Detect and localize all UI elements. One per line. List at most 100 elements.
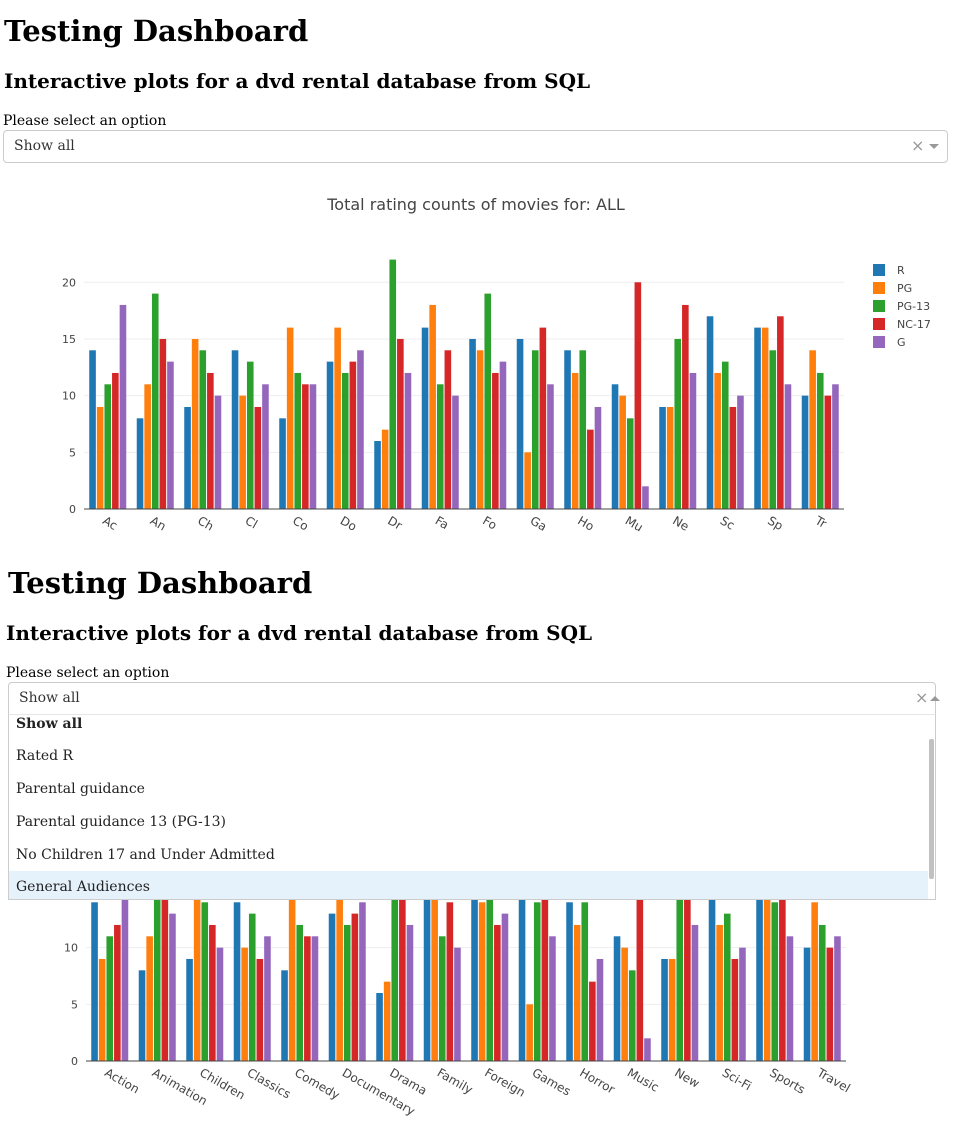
bar-g: [834, 936, 841, 1061]
x-tick-label: Ac: [100, 513, 120, 532]
x-tick-label: Fa: [433, 513, 451, 532]
x-tick-label: Sports: [767, 1065, 807, 1096]
x-tick-label: Comedy: [292, 1065, 342, 1102]
bar-r: [91, 902, 98, 1061]
bar-pg: [811, 902, 818, 1061]
select-option-nc17[interactable]: No Children 17 and Under Admitted: [16, 847, 275, 863]
bar-g: [406, 924, 414, 1061]
select-dropdown-menu[interactable]: Show all Rated R Parental guidance Paren…: [8, 714, 936, 900]
bar-nc-17: [779, 900, 786, 1061]
legend-label: G: [897, 336, 906, 349]
bar-pg-13: [581, 902, 589, 1061]
bar-pg: [381, 429, 389, 509]
bar-g: [689, 372, 697, 509]
clear-x-icon[interactable]: ×: [915, 688, 929, 707]
legend-swatch: [873, 264, 885, 276]
bar-pg-13: [104, 384, 112, 509]
page-title: Testing Dashboard: [8, 566, 313, 600]
bar-r: [469, 338, 476, 509]
x-tick-label: Ch: [195, 513, 216, 533]
page-subtitle: Interactive plots for a dvd rental datab…: [4, 69, 591, 93]
bar-nc-17: [826, 947, 834, 1061]
bar-pg-13: [438, 936, 446, 1061]
bar-g: [737, 395, 744, 509]
bar-r: [516, 338, 524, 509]
x-tick-label: Sc: [718, 513, 737, 532]
bar-pg-13: [201, 902, 209, 1061]
bar-r: [374, 440, 381, 509]
clear-x-icon[interactable]: ×: [911, 136, 925, 155]
y-tick-label: 10: [64, 942, 78, 955]
bar-g: [832, 384, 839, 509]
x-tick-label: An: [148, 513, 169, 533]
page-subtitle: Interactive plots for a dvd rental datab…: [6, 621, 593, 645]
select-option-parental-guidance[interactable]: Parental guidance: [16, 781, 145, 797]
bar-r: [233, 902, 241, 1061]
rating-bar-chart: 05101520ActionAnimationChildrenClassicsC…: [64, 828, 853, 1118]
legend-label: NC-17: [897, 318, 931, 331]
bar-pg-13: [531, 350, 539, 509]
x-tick-label: Sci-Fi: [720, 1065, 754, 1093]
bar-pg-13: [674, 338, 682, 509]
bar-nc-17: [634, 282, 642, 509]
bar-g: [549, 936, 556, 1061]
select-option-pg13[interactable]: Parental guidance 13 (PG-13): [16, 814, 226, 830]
bar-r: [89, 350, 96, 509]
bar-g: [642, 486, 649, 509]
bar-pg-13: [436, 384, 444, 509]
x-tick-label: Family: [435, 1065, 475, 1096]
bar-g: [501, 913, 509, 1061]
bar-nc-17: [254, 406, 262, 509]
bar-nc-17: [731, 958, 739, 1061]
select-option-general-audiences[interactable]: General Audiences: [9, 871, 930, 899]
chevron-down-icon[interactable]: [929, 144, 939, 149]
bar-pg-13: [771, 902, 779, 1061]
bar-r: [611, 384, 619, 509]
bar-pg-13: [343, 924, 351, 1061]
x-tick-label: Action: [102, 1065, 142, 1096]
bar-g: [691, 924, 699, 1061]
x-tick-label: Co: [290, 513, 311, 533]
x-tick-label: Horror: [577, 1065, 617, 1096]
bar-pg-13: [294, 372, 302, 509]
scrollbar-thumb[interactable]: [929, 739, 934, 879]
legend-swatch: [873, 318, 885, 330]
bar-pg-13: [106, 936, 114, 1061]
rating-select[interactable]: Show all ×: [8, 682, 940, 715]
bar-g: [214, 395, 222, 509]
legend-label: PG-13: [897, 300, 930, 313]
bar-pg: [763, 900, 771, 1061]
bar-nc-17: [112, 372, 119, 509]
bar-g: [121, 900, 129, 1061]
bar-pg: [144, 384, 151, 509]
select-option-show-all[interactable]: Show all: [16, 716, 83, 732]
bar-pg: [761, 327, 769, 509]
rating-select[interactable]: Show all ×: [3, 130, 948, 163]
bar-nc-17: [729, 406, 737, 509]
select-value: Show all: [14, 138, 75, 154]
chevron-up-icon[interactable]: [930, 696, 940, 701]
bar-pg: [476, 350, 484, 509]
dropdown-scrollbar[interactable]: [928, 715, 935, 899]
bar-pg-13: [389, 259, 397, 509]
bar-r: [423, 900, 431, 1061]
bar-nc-17: [114, 924, 121, 1061]
x-tick-label: Foreign: [482, 1065, 527, 1099]
bar-r: [708, 900, 716, 1061]
rating-bar-chart: 0 5 10 15 20 Ac An Ch Cl Co Do Dr Fa Fo Ga Ho Mu Ne Sc Sp Tr…: [62, 195, 931, 535]
bar-pg: [288, 900, 296, 1061]
y-tick-label: 0: [69, 503, 76, 516]
bar-r: [566, 902, 573, 1061]
bar-g: [262, 384, 269, 509]
bar-pg: [809, 350, 816, 509]
bar-pg: [239, 395, 246, 509]
select-option-rated-r[interactable]: Rated R: [16, 748, 74, 764]
legend-swatch: [873, 300, 885, 312]
bar-nc-17: [397, 338, 404, 509]
bar-pg-13: [486, 900, 494, 1061]
bar-pg-13: [341, 372, 349, 509]
x-tick-label: Ho: [575, 513, 596, 533]
bar-r: [421, 327, 429, 509]
bar-g: [499, 361, 507, 509]
bar-g: [216, 947, 224, 1061]
